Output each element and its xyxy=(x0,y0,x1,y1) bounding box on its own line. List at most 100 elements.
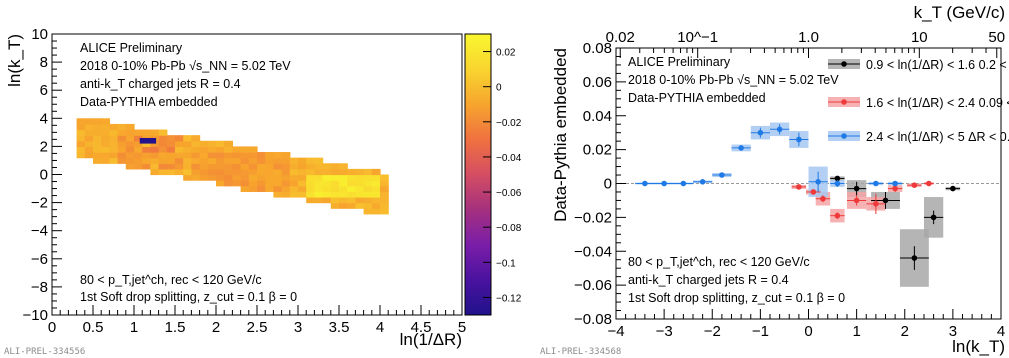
heatmap-cell xyxy=(166,157,176,164)
data-point xyxy=(911,255,918,261)
heatmap-cell xyxy=(380,174,389,181)
heatmap-cell xyxy=(281,174,291,181)
heatmap-cell xyxy=(224,168,233,176)
heatmap-cell xyxy=(109,146,119,153)
heatmap-cell xyxy=(109,123,119,131)
heatmap-cell xyxy=(76,118,86,125)
colorbar-tick-label: 0.02 xyxy=(496,48,516,59)
heatmap-cell xyxy=(175,157,184,164)
heatmap-cell xyxy=(265,174,274,181)
heatmap-cell xyxy=(273,157,283,164)
heatmap-cell xyxy=(265,163,274,170)
data-point xyxy=(661,180,667,187)
heatmap-cell xyxy=(265,180,274,187)
colorbar-tick-label: −0.02 xyxy=(496,118,522,129)
heatmap-cell xyxy=(306,185,315,192)
left-x-tick-label: 2 xyxy=(212,319,220,336)
data-point xyxy=(815,179,821,185)
heatmap-cell xyxy=(158,163,168,170)
heatmap-cells xyxy=(76,118,389,215)
heatmap-cell xyxy=(281,152,291,159)
heatmap-cell xyxy=(314,168,324,176)
heatmap-cell xyxy=(166,152,176,159)
right-ann-6: 1st Soft drop splitting, z_cut = 0.1 β =… xyxy=(628,291,845,305)
heatmap-cell xyxy=(347,180,356,187)
heatmap-cell xyxy=(207,168,217,176)
data-points xyxy=(635,124,961,270)
heatmap-cell xyxy=(380,191,389,198)
heatmap-cell xyxy=(306,196,315,204)
heatmap-cell xyxy=(248,174,258,181)
data-point xyxy=(834,180,841,187)
heatmap-cell xyxy=(199,168,209,176)
left-x-tick-label: 4 xyxy=(376,319,384,336)
heatmap-cell xyxy=(76,135,86,142)
heatmap-cell xyxy=(314,180,324,187)
heatmap-cell xyxy=(306,163,315,170)
heatmap-cell xyxy=(109,129,119,136)
heatmap-cell xyxy=(248,180,258,187)
legend: 0.9 < ln(1/ΔR) < 1.6 0.2 < ΔR < 0.4 1.6 <… xyxy=(828,58,1009,144)
heatmap-cell xyxy=(142,140,151,147)
heatmap-cell xyxy=(306,191,315,198)
right-stamp: ALI-PREL-334568 xyxy=(540,347,621,357)
heatmap-cell xyxy=(199,140,209,147)
heatmap-cell xyxy=(101,123,110,131)
heatmap-cell xyxy=(93,135,102,142)
heatmap-cell xyxy=(330,168,340,176)
data-point xyxy=(738,145,744,151)
heatmap-cell xyxy=(84,135,94,142)
heatmap-cell xyxy=(125,163,135,170)
heatmap-cell xyxy=(232,180,242,187)
heatmap-cell xyxy=(265,152,274,159)
heatmap-cell xyxy=(232,146,242,153)
data-point xyxy=(757,129,764,136)
data-point xyxy=(926,180,932,187)
heatmap-cell xyxy=(314,174,324,181)
heatmap-cell xyxy=(101,152,110,159)
heatmap-cell xyxy=(289,185,299,192)
heatmap-cell xyxy=(125,152,135,159)
heatmap-cell xyxy=(224,146,233,153)
heatmap-cell xyxy=(117,123,127,131)
heatmap-cell xyxy=(273,168,283,176)
right-y-tick-label: −0.04 xyxy=(574,243,612,260)
heatmap-cell xyxy=(248,163,258,170)
heatmap-cell xyxy=(330,185,340,192)
left-x-tick-label: 1.5 xyxy=(165,319,186,336)
heatmap-cell xyxy=(240,174,250,181)
left-heatmap-panel: 0 0.5 1 1.5 2 2.5 3 3.5 4 4.5 5 −10 −8 −6 −4 −2 0 2 4 6 8 10… xyxy=(4,26,522,357)
legend-swatch-marker xyxy=(841,61,847,67)
heatmap-cell xyxy=(322,185,332,192)
heatmap-cell xyxy=(240,157,250,164)
heatmap-cell xyxy=(117,135,127,142)
heatmap-cell xyxy=(191,174,201,181)
heatmap-cell xyxy=(371,196,381,204)
left-annotations-bottom: 80 < p_T,jet^ch, rec < 120 GeV/c 1st Sof… xyxy=(80,273,297,304)
heatmap-cell xyxy=(281,157,291,164)
heatmap-cell xyxy=(125,146,135,153)
left-x-tick-label: 3.5 xyxy=(329,319,350,336)
data-point xyxy=(853,185,860,192)
heatmap-cell xyxy=(216,152,225,159)
heatmap-cell xyxy=(289,191,299,198)
right-annotations-top: ALICE Preliminary 2018 0-10% Pb-Pb √s_NN… xyxy=(628,55,839,105)
heatmap-cell xyxy=(199,146,209,153)
heatmap-cell xyxy=(191,168,201,176)
heatmap-cell xyxy=(363,191,373,198)
heatmap-cell xyxy=(191,157,201,164)
heatmap-cell xyxy=(330,196,340,204)
heatmap-cell xyxy=(347,191,356,198)
heatmap-cell xyxy=(355,168,365,176)
heatmap-cell xyxy=(339,202,348,209)
left-ann-1: ALICE Preliminary xyxy=(80,41,183,55)
heatmap-cell xyxy=(232,152,242,159)
left-x-tick-label: 5 xyxy=(458,319,466,336)
heatmap-cell xyxy=(150,146,160,153)
data-point xyxy=(950,185,956,192)
heatmap-cell xyxy=(216,163,225,170)
heatmap-cell xyxy=(101,146,110,153)
heatmap-cell xyxy=(134,146,143,153)
left-y-tick-label: 8 xyxy=(40,54,48,71)
heatmap-cell xyxy=(232,168,242,176)
